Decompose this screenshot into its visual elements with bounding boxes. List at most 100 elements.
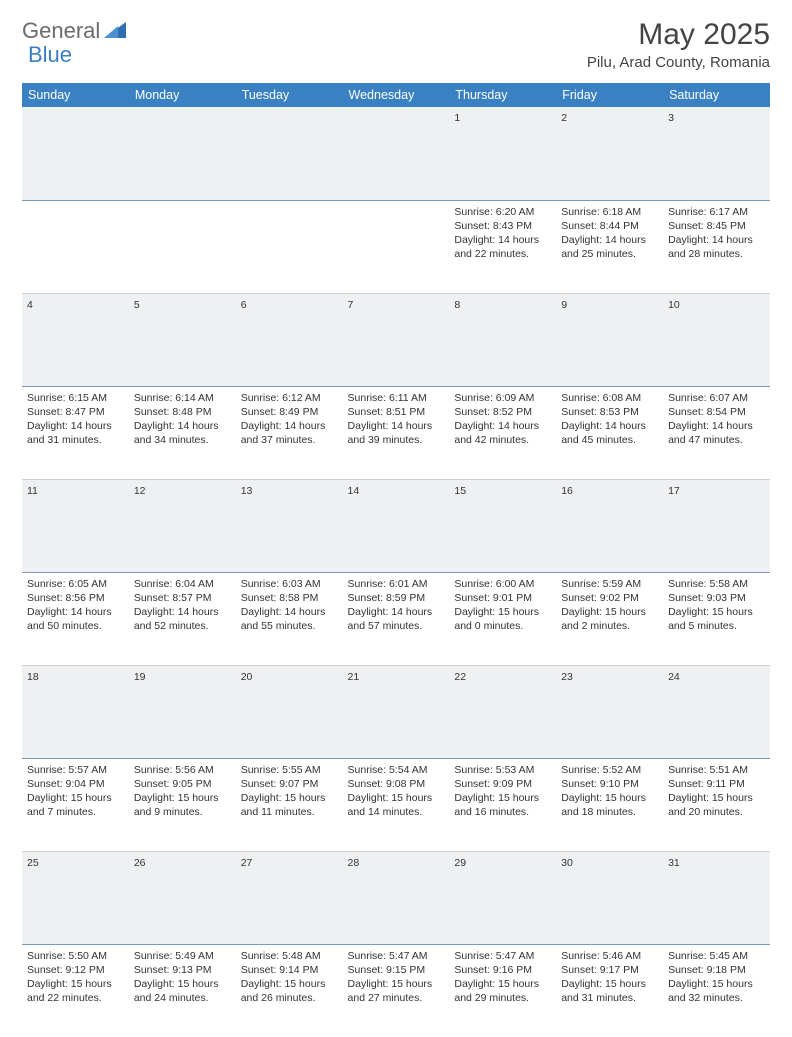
day-number: 2 bbox=[556, 107, 663, 200]
weekday-header: Thursday bbox=[449, 83, 556, 107]
day-number: 14 bbox=[343, 479, 450, 572]
sunrise-text: Sunrise: 6:03 AM bbox=[241, 577, 338, 591]
sunset-text: Sunset: 8:52 PM bbox=[454, 405, 551, 419]
daylight-text-1: Daylight: 15 hours bbox=[561, 977, 658, 991]
daylight-text-2: and 37 minutes. bbox=[241, 433, 338, 447]
day-number: 21 bbox=[343, 665, 450, 758]
sunrise-text: Sunrise: 6:08 AM bbox=[561, 391, 658, 405]
day-number: 6 bbox=[236, 293, 343, 386]
daylight-text-2: and 55 minutes. bbox=[241, 619, 338, 633]
sunrise-text: Sunrise: 6:15 AM bbox=[27, 391, 124, 405]
daylight-text-2: and 22 minutes. bbox=[27, 991, 124, 1005]
daylight-text-2: and 18 minutes. bbox=[561, 805, 658, 819]
day-number: 7 bbox=[343, 293, 450, 386]
day-cell: Sunrise: 6:12 AMSunset: 8:49 PMDaylight:… bbox=[236, 386, 343, 479]
sunrise-text: Sunrise: 6:20 AM bbox=[454, 205, 551, 219]
day-cell: Sunrise: 5:57 AMSunset: 9:04 PMDaylight:… bbox=[22, 758, 129, 851]
day-number: 10 bbox=[663, 293, 770, 386]
day-cell: Sunrise: 6:09 AMSunset: 8:52 PMDaylight:… bbox=[449, 386, 556, 479]
sunrise-text: Sunrise: 6:18 AM bbox=[561, 205, 658, 219]
day-number: 28 bbox=[343, 851, 450, 944]
daylight-text-1: Daylight: 14 hours bbox=[668, 233, 765, 247]
day-content-row: Sunrise: 5:57 AMSunset: 9:04 PMDaylight:… bbox=[22, 758, 770, 851]
daylight-text-1: Daylight: 15 hours bbox=[27, 791, 124, 805]
day-number: 30 bbox=[556, 851, 663, 944]
weekday-header: Tuesday bbox=[236, 83, 343, 107]
sunset-text: Sunset: 9:08 PM bbox=[348, 777, 445, 791]
sunset-text: Sunset: 9:12 PM bbox=[27, 963, 124, 977]
sunrise-text: Sunrise: 6:04 AM bbox=[134, 577, 231, 591]
day-number-row: 11121314151617 bbox=[22, 479, 770, 572]
day-number: 12 bbox=[129, 479, 236, 572]
sunset-text: Sunset: 9:10 PM bbox=[561, 777, 658, 791]
day-number: 25 bbox=[22, 851, 129, 944]
day-cell: Sunrise: 5:47 AMSunset: 9:16 PMDaylight:… bbox=[449, 944, 556, 1037]
sunset-text: Sunset: 9:01 PM bbox=[454, 591, 551, 605]
sunset-text: Sunset: 9:07 PM bbox=[241, 777, 338, 791]
sunset-text: Sunset: 8:47 PM bbox=[27, 405, 124, 419]
sunrise-text: Sunrise: 5:57 AM bbox=[27, 763, 124, 777]
calendar-body: 123Sunrise: 6:20 AMSunset: 8:43 PMDaylig… bbox=[22, 107, 770, 1037]
daylight-text-2: and 39 minutes. bbox=[348, 433, 445, 447]
daylight-text-2: and 45 minutes. bbox=[561, 433, 658, 447]
day-number: 18 bbox=[22, 665, 129, 758]
day-number bbox=[236, 107, 343, 200]
day-cell: Sunrise: 6:07 AMSunset: 8:54 PMDaylight:… bbox=[663, 386, 770, 479]
sunrise-text: Sunrise: 5:46 AM bbox=[561, 949, 658, 963]
day-number: 15 bbox=[449, 479, 556, 572]
daylight-text-1: Daylight: 15 hours bbox=[668, 977, 765, 991]
daylight-text-1: Daylight: 14 hours bbox=[561, 419, 658, 433]
sunset-text: Sunset: 9:18 PM bbox=[668, 963, 765, 977]
sunrise-text: Sunrise: 6:01 AM bbox=[348, 577, 445, 591]
daylight-text-1: Daylight: 15 hours bbox=[348, 791, 445, 805]
sunrise-text: Sunrise: 6:11 AM bbox=[348, 391, 445, 405]
day-number: 23 bbox=[556, 665, 663, 758]
daylight-text-2: and 25 minutes. bbox=[561, 247, 658, 261]
daylight-text-2: and 47 minutes. bbox=[668, 433, 765, 447]
day-number-row: 45678910 bbox=[22, 293, 770, 386]
day-cell: Sunrise: 6:11 AMSunset: 8:51 PMDaylight:… bbox=[343, 386, 450, 479]
day-number: 5 bbox=[129, 293, 236, 386]
day-cell: Sunrise: 6:01 AMSunset: 8:59 PMDaylight:… bbox=[343, 572, 450, 665]
sunset-text: Sunset: 8:48 PM bbox=[134, 405, 231, 419]
calendar-header-row: Sunday Monday Tuesday Wednesday Thursday… bbox=[22, 83, 770, 107]
logo: General bbox=[22, 18, 128, 44]
weekday-header: Sunday bbox=[22, 83, 129, 107]
day-number-row: 123 bbox=[22, 107, 770, 200]
daylight-text-2: and 34 minutes. bbox=[134, 433, 231, 447]
day-cell: Sunrise: 5:55 AMSunset: 9:07 PMDaylight:… bbox=[236, 758, 343, 851]
day-content-row: Sunrise: 6:15 AMSunset: 8:47 PM Daylight:… bbox=[22, 386, 770, 479]
daylight-text-2: and 7 minutes. bbox=[27, 805, 124, 819]
daylight-text-2: and 52 minutes. bbox=[134, 619, 231, 633]
sunrise-text: Sunrise: 6:17 AM bbox=[668, 205, 765, 219]
sunrise-text: Sunrise: 5:52 AM bbox=[561, 763, 658, 777]
sunrise-text: Sunrise: 5:54 AM bbox=[348, 763, 445, 777]
logo-triangle-icon bbox=[104, 20, 126, 43]
day-number: 4 bbox=[22, 293, 129, 386]
daylight-text-2: and 22 minutes. bbox=[454, 247, 551, 261]
daylight-text-2: and 29 minutes. bbox=[454, 991, 551, 1005]
sunset-text: Sunset: 9:16 PM bbox=[454, 963, 551, 977]
day-number: 17 bbox=[663, 479, 770, 572]
weekday-header: Monday bbox=[129, 83, 236, 107]
daylight-text-1: Daylight: 14 hours bbox=[454, 233, 551, 247]
daylight-text-2: and 5 minutes. bbox=[668, 619, 765, 633]
sunset-text: Sunset: 9:05 PM bbox=[134, 777, 231, 791]
sunrise-text: Sunrise: 5:56 AM bbox=[134, 763, 231, 777]
daylight-text-2: and 31 minutes. bbox=[27, 433, 124, 447]
daylight-text-2: and 11 minutes. bbox=[241, 805, 338, 819]
day-cell bbox=[343, 200, 450, 293]
logo-text-general: General bbox=[22, 18, 100, 44]
daylight-text-1: Daylight: 15 hours bbox=[134, 977, 231, 991]
sunset-text: Sunset: 8:58 PM bbox=[241, 591, 338, 605]
sunrise-text: Sunrise: 5:55 AM bbox=[241, 763, 338, 777]
sunrise-text: Sunrise: 6:00 AM bbox=[454, 577, 551, 591]
day-cell: Sunrise: 6:17 AMSunset: 8:45 PMDaylight:… bbox=[663, 200, 770, 293]
day-cell: Sunrise: 6:14 AMSunset: 8:48 PMDaylight:… bbox=[129, 386, 236, 479]
day-cell: Sunrise: 6:04 AMSunset: 8:57 PMDaylight:… bbox=[129, 572, 236, 665]
day-number: 27 bbox=[236, 851, 343, 944]
day-cell bbox=[129, 200, 236, 293]
day-cell: Sunrise: 5:46 AMSunset: 9:17 PMDaylight:… bbox=[556, 944, 663, 1037]
day-number: 1 bbox=[449, 107, 556, 200]
day-cell: Sunrise: 5:45 AMSunset: 9:18 PMDaylight:… bbox=[663, 944, 770, 1037]
